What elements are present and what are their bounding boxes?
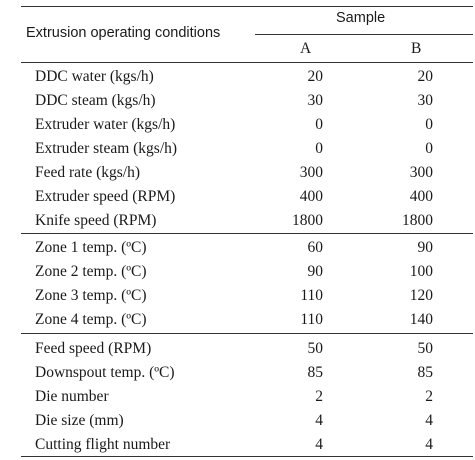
row-label: Zone 4 temp. (ºC): [35, 311, 147, 328]
sample-a-value: 50: [307, 340, 324, 357]
sample-b-value: 90: [417, 239, 434, 256]
sample-b-value: 0: [425, 116, 433, 133]
sample-b-value: 4: [425, 436, 433, 453]
sample-a-value: 4: [315, 412, 323, 429]
sample-b-value: 140: [409, 311, 433, 328]
table-bottom-rule: [21, 456, 473, 457]
sample-a-value: 0: [315, 140, 323, 157]
row-label: Cutting flight number: [35, 436, 171, 453]
sample-b-value: 20: [417, 68, 434, 85]
sample-a-value: 110: [300, 287, 323, 304]
sample-a-value: 60: [307, 239, 324, 256]
row-label: Knife speed (RPM): [35, 212, 157, 229]
sample-a-value: 2: [315, 388, 323, 405]
row-label: DDC steam (kgs/h): [35, 92, 156, 109]
sample-b-value: 120: [409, 287, 433, 304]
sample-a-value: 0: [315, 116, 323, 133]
conditions-column-header: Extrusion operating conditions: [26, 25, 221, 41]
row-label: Extruder speed (RPM): [35, 188, 176, 205]
table-top-rule: [21, 6, 473, 7]
sample-a-value: 20: [307, 68, 324, 85]
row-label: Zone 3 temp. (ºC): [35, 287, 147, 304]
sample-underline-rule: [255, 34, 473, 35]
sample-a-value: 1800: [292, 212, 323, 229]
group-separator-rule: [21, 233, 473, 234]
sample-a-value: 300: [299, 164, 323, 181]
sample-b-value: 30: [417, 92, 434, 109]
sample-b-value: 50: [417, 340, 434, 357]
sample-a-value: 4: [315, 436, 323, 453]
sample-b-value: 300: [409, 164, 433, 181]
sample-a-value: 90: [307, 263, 324, 280]
group-separator-rule: [21, 333, 473, 334]
sample-b-value: 4: [425, 412, 433, 429]
sample-a-value: 400: [299, 188, 323, 205]
row-label: Feed speed (RPM): [35, 340, 152, 357]
row-label: Extruder steam (kgs/h): [35, 140, 178, 157]
sample-b-value: 100: [409, 263, 433, 280]
sample-b-value: 2: [425, 388, 433, 405]
row-label: Die size (mm): [35, 412, 124, 429]
sample-a-value: 30: [307, 92, 324, 109]
header-bottom-rule: [21, 62, 473, 63]
column-a-header: A: [300, 40, 312, 57]
sample-b-value: 400: [409, 188, 433, 205]
sample-b-value: 85: [417, 364, 434, 381]
row-label: Die number: [35, 388, 109, 405]
row-label: Extruder water (kgs/h): [35, 116, 176, 133]
row-label: Zone 1 temp. (ºC): [35, 239, 147, 256]
row-label: Feed rate (kgs/h): [35, 164, 141, 181]
row-label: Zone 2 temp. (ºC): [35, 263, 147, 280]
sample-a-value: 110: [300, 311, 323, 328]
row-label: Downspout temp. (ºC): [35, 364, 175, 381]
sample-b-value: 1800: [402, 212, 433, 229]
column-b-header: B: [411, 40, 422, 57]
sample-a-value: 85: [307, 364, 324, 381]
sample-b-value: 0: [425, 140, 433, 157]
sample-column-header: Sample: [336, 10, 386, 26]
row-label: DDC water (kgs/h): [35, 68, 154, 85]
